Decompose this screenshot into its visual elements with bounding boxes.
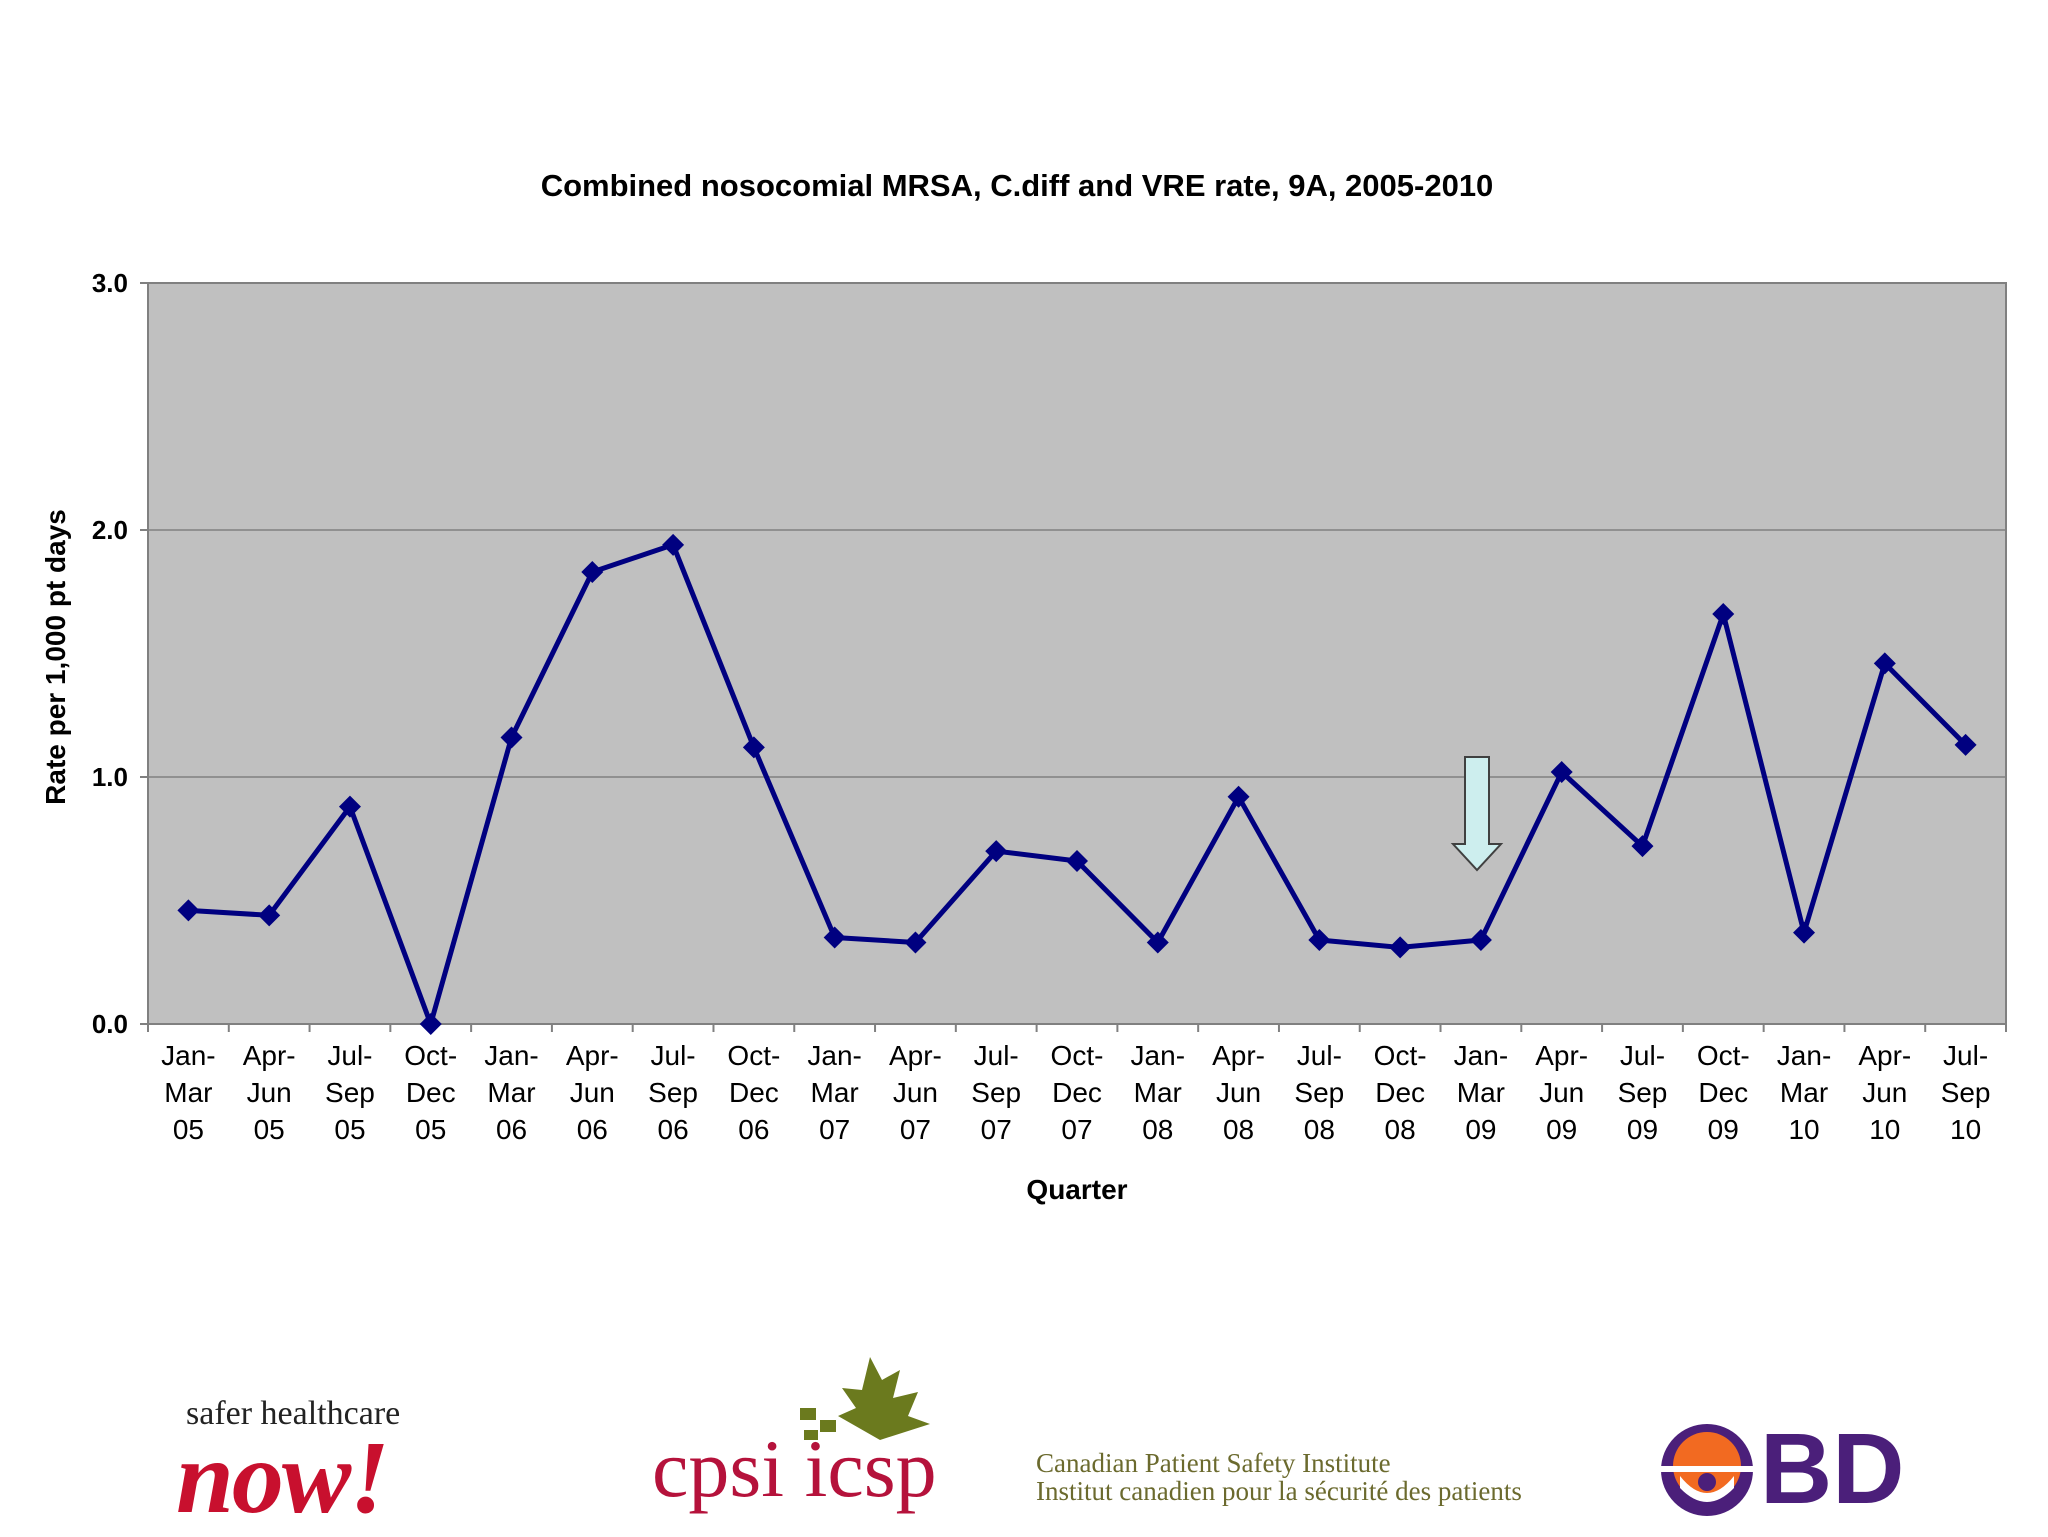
bd-logo: BD: [1760, 1413, 1905, 1525]
intervention-arrow-icon: [1450, 756, 1504, 872]
data-point-marker: [1146, 931, 1169, 954]
data-point-marker: [985, 840, 1008, 863]
chart-title: Combined nosocomial MRSA, C.diff and VRE…: [541, 168, 1494, 203]
data-point-marker: [1793, 921, 1816, 944]
x-tick-label: Oct-Dec 07: [1051, 1040, 1104, 1145]
y-tick-label: 0.0: [92, 1009, 128, 1039]
data-point-marker: [581, 560, 604, 583]
x-tick-label: Apr-Jun 10: [1858, 1040, 1911, 1145]
safer-healthcare-now-logo: now!: [176, 1420, 390, 1535]
data-point-marker: [500, 726, 523, 749]
data-point-marker: [1308, 929, 1331, 952]
x-tick-label: Jul-Sep 07: [971, 1040, 1021, 1145]
y-axis-label: Rate per 1,000 pt days: [40, 509, 71, 805]
data-point-marker: [1066, 849, 1088, 872]
data-point-marker: [419, 1013, 442, 1035]
data-point-marker: [177, 899, 200, 922]
data-point-marker: [1469, 929, 1492, 952]
x-tick-label: Apr-Jun 06: [566, 1040, 619, 1145]
data-point-marker: [742, 736, 765, 759]
data-point-marker: [662, 533, 685, 556]
y-tick-label: 3.0: [92, 268, 128, 298]
x-tick-label: Jan-Mar 05: [161, 1040, 215, 1145]
x-tick-label: Oct-Dec 09: [1697, 1040, 1750, 1145]
cpsi-french-name: Institut canadien pour la sécurité des p…: [1036, 1476, 1522, 1506]
x-tick-label: Jul-Sep 10: [1941, 1040, 1991, 1145]
x-tick-label: Oct-Dec 05: [404, 1040, 457, 1145]
data-point-marker: [1873, 652, 1896, 675]
bd-sun-logo-icon: [1659, 1424, 1755, 1516]
cpsi-maple-leaf-icon: [800, 1357, 930, 1440]
x-tick-label: Apr-Jun 08: [1212, 1040, 1265, 1145]
x-tick-label: Jul-Sep 08: [1294, 1040, 1344, 1145]
y-tick-label: 2.0: [92, 515, 128, 545]
x-tick-label: Jan-Mar 10: [1777, 1040, 1831, 1145]
data-point-marker: [1550, 761, 1573, 784]
x-tick-label: Jan-Mar 07: [807, 1040, 861, 1145]
x-tick-label: Oct-Dec 08: [1374, 1040, 1427, 1145]
x-tick-label: Jul-Sep 05: [325, 1040, 375, 1145]
data-point-marker: [1227, 785, 1250, 808]
x-tick-label: Apr-Jun 05: [243, 1040, 296, 1145]
data-point-marker: [338, 795, 361, 818]
data-point-marker: [1389, 936, 1412, 959]
data-point-marker: [1954, 733, 1977, 756]
x-tick-label: Jan-Mar 08: [1131, 1040, 1185, 1145]
x-tick-label: Jul-Sep 09: [1618, 1040, 1668, 1145]
data-point-marker: [1712, 602, 1735, 625]
data-point-marker: [904, 931, 927, 954]
safer-healthcare-logo-text: safer healthcare: [186, 1395, 401, 1432]
y-tick-label: 1.0: [92, 762, 128, 792]
x-tick-label: Jan-Mar 09: [1454, 1040, 1508, 1145]
x-tick-label: Oct-Dec 06: [727, 1040, 780, 1145]
x-tick-label: Jan-Mar 06: [484, 1040, 538, 1145]
plot-area: [147, 282, 2007, 1025]
cpsi-icsp-logo: cpsi icsp: [652, 1423, 937, 1514]
data-point-marker: [823, 926, 846, 949]
data-point-marker: [1631, 835, 1654, 858]
x-tick-label: Apr-Jun 07: [889, 1040, 942, 1145]
x-axis-label: Quarter: [1026, 1174, 1127, 1205]
x-tick-label: Jul-Sep 06: [648, 1040, 698, 1145]
data-point-marker: [258, 904, 281, 927]
cpsi-english-name: Canadian Patient Safety Institute: [1036, 1448, 1391, 1478]
x-tick-label: Apr-Jun 09: [1535, 1040, 1588, 1145]
